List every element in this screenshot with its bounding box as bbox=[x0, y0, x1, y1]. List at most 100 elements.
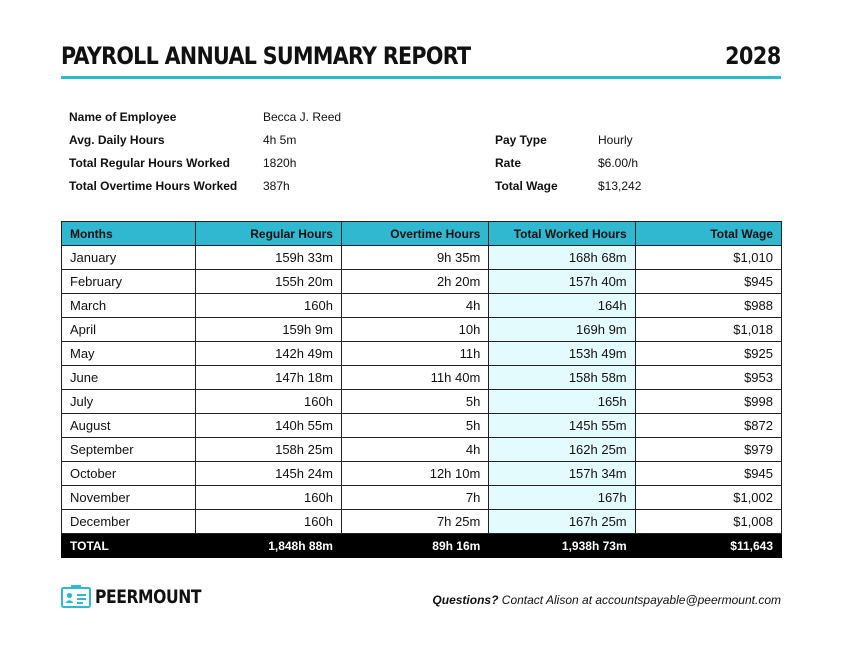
overtime-hours-label: Total Overtime Hours Worked bbox=[69, 179, 238, 193]
report-header: PAYROLL ANNUAL SUMMARY REPORT 2028 bbox=[61, 40, 781, 79]
total-row: TOTAL 1,848h 88m 89h 16m 1,938h 73m $11,… bbox=[61, 533, 783, 558]
cell-regular-hours: 159h 9m bbox=[194, 317, 342, 342]
cell-month: February bbox=[61, 269, 196, 294]
cell-month: April bbox=[61, 317, 196, 342]
cell-total-wage: $1,018 bbox=[634, 317, 783, 342]
header-regular-hours: Regular Hours bbox=[194, 221, 342, 246]
cell-total-wage: $1,010 bbox=[634, 245, 783, 270]
report-year: 2028 bbox=[725, 42, 781, 70]
table-row: December 160h 7h 25m 167h 25m $1,008 bbox=[61, 509, 783, 534]
cell-total-wage: $979 bbox=[634, 437, 783, 462]
cell-overtime-hours: 7h 25m bbox=[340, 509, 490, 534]
rate-label: Rate bbox=[495, 156, 522, 170]
cell-regular-hours: 158h 25m bbox=[194, 437, 342, 462]
contact-question: Questions? bbox=[432, 593, 499, 607]
avg-daily-value: 4h 5m bbox=[263, 133, 297, 147]
cell-overtime-hours: 2h 20m bbox=[340, 269, 490, 294]
cell-month: June bbox=[61, 365, 196, 390]
header-total-wage: Total Wage bbox=[634, 221, 783, 246]
cell-total-wage: $872 bbox=[634, 413, 783, 438]
cell-overtime-hours: 4h bbox=[340, 437, 490, 462]
table-row: May 142h 49m 11h 153h 49m $925 bbox=[61, 341, 783, 366]
cell-regular-hours: 160h bbox=[194, 509, 342, 534]
cell-total-worked-hours: 169h 9m bbox=[488, 317, 636, 342]
name-value: Becca J. Reed bbox=[263, 110, 342, 124]
logo-text: PEERMOUNT bbox=[95, 586, 202, 608]
cell-total-worked-hours: 162h 25m bbox=[488, 437, 636, 462]
cell-overtime-hours: 5h bbox=[340, 389, 490, 414]
cell-total-wage: $945 bbox=[634, 269, 783, 294]
header-total-worked-hours: Total Worked Hours bbox=[488, 221, 636, 246]
id-card-icon bbox=[61, 585, 91, 614]
table-row: October 145h 24m 12h 10m 157h 34m $945 bbox=[61, 461, 783, 486]
cell-overtime-hours: 11h 40m bbox=[340, 365, 490, 390]
contact-info: Questions? Contact Alison at accountspay… bbox=[432, 593, 781, 607]
cell-month: November bbox=[61, 485, 196, 510]
name-label: Name of Employee bbox=[69, 110, 177, 124]
total-wage-value: $13,242 bbox=[598, 179, 642, 193]
cell-overtime-hours: 5h bbox=[340, 413, 490, 438]
cell-overtime-hours: 10h bbox=[340, 317, 490, 342]
cell-overtime-hours: 11h bbox=[340, 341, 490, 366]
table-row: March 160h 4h 164h $988 bbox=[61, 293, 783, 318]
cell-regular-hours: 155h 20m bbox=[194, 269, 342, 294]
cell-total-worked-hours: 157h 40m bbox=[488, 269, 636, 294]
table-row: September 158h 25m 4h 162h 25m $979 bbox=[61, 437, 783, 462]
rate-value: $6.00/h bbox=[598, 156, 639, 170]
total-label: TOTAL bbox=[61, 533, 196, 558]
overtime-hours-value: 387h bbox=[263, 179, 290, 193]
cell-total-wage: $988 bbox=[634, 293, 783, 318]
cell-total-worked-hours: 165h bbox=[488, 389, 636, 414]
contact-text: Contact Alison at accountspayable@peermo… bbox=[498, 593, 781, 607]
cell-regular-hours: 147h 18m bbox=[194, 365, 342, 390]
cell-total-worked-hours: 168h 68m bbox=[488, 245, 636, 270]
pay-type-label: Pay Type bbox=[495, 133, 547, 147]
cell-total-worked-hours: 157h 34m bbox=[488, 461, 636, 486]
cell-regular-hours: 160h bbox=[194, 293, 342, 318]
table-row: January 159h 33m 9h 35m 168h 68m $1,010 bbox=[61, 245, 783, 270]
table-header-row: Months Regular Hours Overtime Hours Tota… bbox=[61, 221, 783, 246]
cell-month: March bbox=[61, 293, 196, 318]
cell-regular-hours: 140h 55m bbox=[194, 413, 342, 438]
cell-total-wage: $998 bbox=[634, 389, 783, 414]
cell-overtime-hours: 12h 10m bbox=[340, 461, 490, 486]
cell-total-worked-hours: 158h 58m bbox=[488, 365, 636, 390]
total-overtime-hours: 89h 16m bbox=[340, 533, 490, 558]
cell-regular-hours: 159h 33m bbox=[194, 245, 342, 270]
cell-month: September bbox=[61, 437, 196, 462]
regular-hours-value: 1820h bbox=[263, 156, 297, 170]
cell-regular-hours: 142h 49m bbox=[194, 341, 342, 366]
cell-total-worked-hours: 167h 25m bbox=[488, 509, 636, 534]
table-row: June 147h 18m 11h 40m 158h 58m $953 bbox=[61, 365, 783, 390]
cell-overtime-hours: 9h 35m bbox=[340, 245, 490, 270]
cell-total-wage: $925 bbox=[634, 341, 783, 366]
cell-month: January bbox=[61, 245, 196, 270]
header-months: Months bbox=[61, 221, 196, 246]
cell-regular-hours: 145h 24m bbox=[194, 461, 342, 486]
table-row: July 160h 5h 165h $998 bbox=[61, 389, 783, 414]
cell-total-worked-hours: 145h 55m bbox=[488, 413, 636, 438]
header-overtime-hours: Overtime Hours bbox=[340, 221, 490, 246]
cell-total-wage: $1,002 bbox=[634, 485, 783, 510]
cell-total-wage: $953 bbox=[634, 365, 783, 390]
table-row: February 155h 20m 2h 20m 157h 40m $945 bbox=[61, 269, 783, 294]
avg-daily-label: Avg. Daily Hours bbox=[69, 133, 165, 147]
regular-hours-label: Total Regular Hours Worked bbox=[69, 156, 230, 170]
total-worked-hours: 1,938h 73m bbox=[488, 533, 636, 558]
cell-overtime-hours: 4h bbox=[340, 293, 490, 318]
cell-month: December bbox=[61, 509, 196, 534]
total-regular-hours: 1,848h 88m bbox=[194, 533, 342, 558]
cell-month: August bbox=[61, 413, 196, 438]
cell-overtime-hours: 7h bbox=[340, 485, 490, 510]
payroll-table: Months Regular Hours Overtime Hours Tota… bbox=[61, 221, 783, 558]
cell-total-worked-hours: 167h bbox=[488, 485, 636, 510]
table-row: November 160h 7h 167h $1,002 bbox=[61, 485, 783, 510]
total-wage-label: Total Wage bbox=[495, 179, 558, 193]
cell-month: May bbox=[61, 341, 196, 366]
cell-regular-hours: 160h bbox=[194, 389, 342, 414]
cell-total-wage: $1,008 bbox=[634, 509, 783, 534]
cell-total-wage: $945 bbox=[634, 461, 783, 486]
table-body: January 159h 33m 9h 35m 168h 68m $1,010 Febru… bbox=[61, 245, 783, 534]
total-wage: $11,643 bbox=[634, 533, 783, 558]
cell-regular-hours: 160h bbox=[194, 485, 342, 510]
